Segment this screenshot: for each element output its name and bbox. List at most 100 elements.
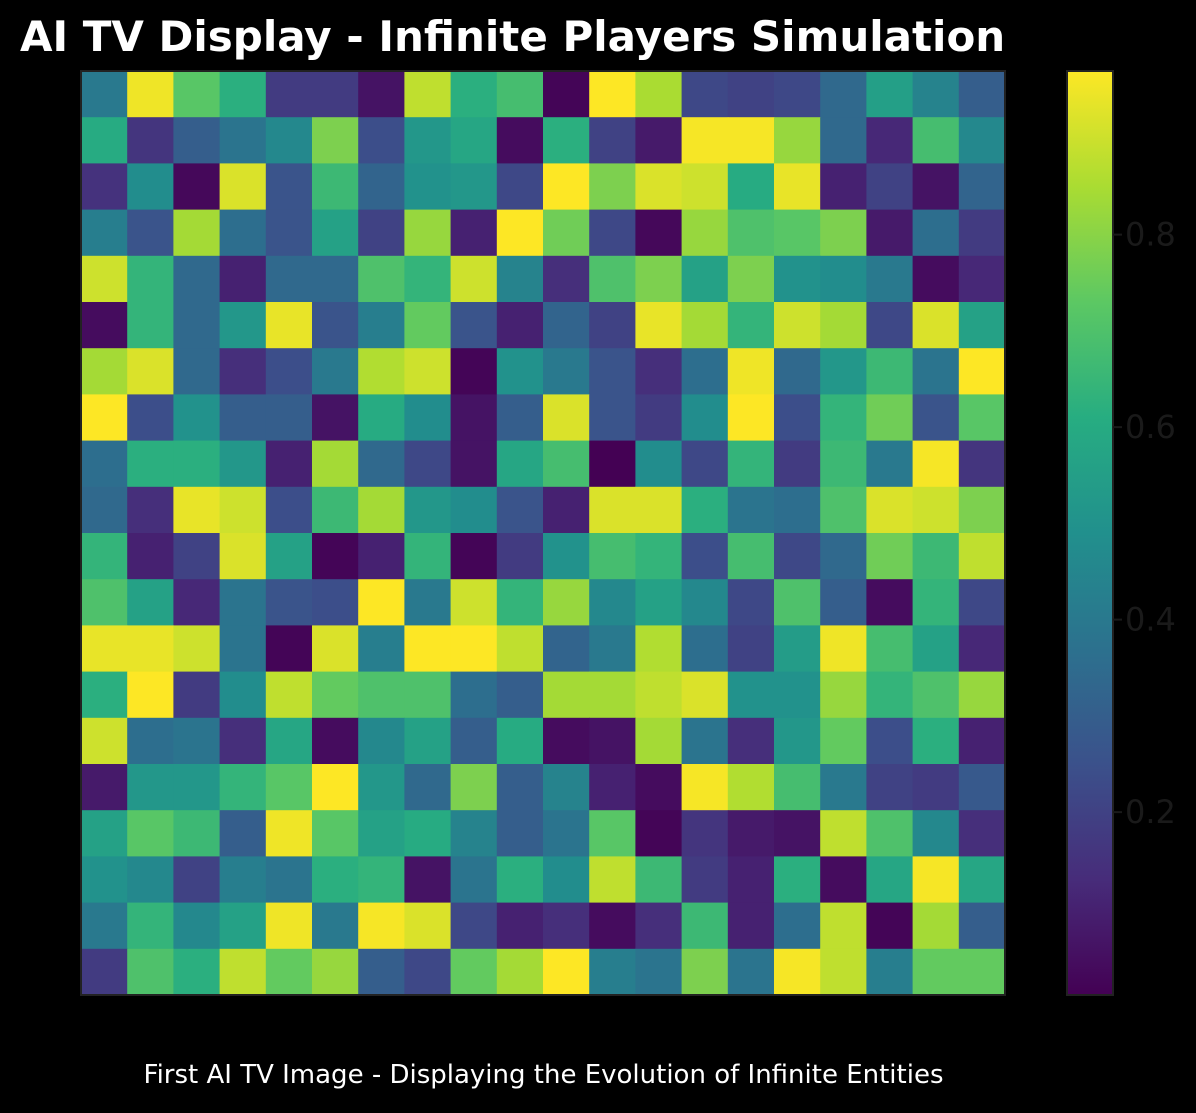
heatmap-cell-r19-c13 (681, 948, 729, 996)
heatmap-cell-r11-c11 (589, 579, 636, 626)
heatmap-cell-r11-c16 (820, 579, 867, 626)
heatmap-cell-r16-c0 (81, 810, 128, 857)
heatmap-cell-r19-c4 (265, 948, 313, 996)
heatmap-cell-r3-c1 (127, 209, 174, 257)
heatmap-cell-r15-c0 (81, 764, 128, 811)
heatmap-cell-r13-c11 (589, 671, 636, 719)
heatmap-cell-r11-c17 (866, 579, 914, 626)
heatmap-cell-r19-c18 (912, 948, 960, 996)
heatmap-cell-r3-c12 (635, 209, 683, 257)
heatmap-cell-r6-c7 (404, 348, 452, 395)
heatmap-cell-r5-c0 (81, 302, 128, 349)
heatmap-cell-r19-c1 (127, 948, 174, 996)
heatmap-cell-r15-c9 (496, 764, 544, 811)
heatmap-cell-r19-c11 (589, 948, 636, 996)
heatmap-cell-r0-c10 (543, 71, 590, 118)
heatmap-cell-r7-c11 (589, 394, 636, 442)
heatmap-cell-r3-c7 (404, 209, 452, 257)
heatmap-cell-r0-c5 (312, 71, 359, 118)
heatmap-cell-r1-c14 (727, 117, 775, 164)
heatmap-cell-r8-c0 (81, 440, 128, 488)
heatmap-cell-r5-c11 (589, 302, 636, 349)
heatmap-cell-r18-c13 (681, 902, 729, 950)
heatmap-cell-r4-c2 (173, 255, 221, 303)
heatmap-cell-r11-c2 (173, 579, 221, 626)
heatmap-cell-r5-c14 (727, 302, 775, 349)
heatmap-cell-r8-c1 (127, 440, 174, 488)
heatmap-cell-r14-c3 (219, 717, 267, 765)
heatmap-cell-r6-c9 (496, 348, 544, 395)
heatmap-cell-r0-c18 (912, 71, 960, 118)
heatmap-cell-r14-c11 (589, 717, 636, 765)
heatmap-cell-r0-c4 (265, 71, 313, 118)
heatmap-cell-r0-c3 (219, 71, 267, 118)
heatmap-cell-r11-c15 (774, 579, 821, 626)
heatmap-cell-r2-c13 (681, 163, 729, 211)
heatmap-cell-r18-c0 (81, 902, 128, 950)
heatmap-cell-r16-c7 (404, 810, 452, 857)
heatmap-cell-r16-c5 (312, 810, 359, 857)
heatmap-cell-r15-c5 (312, 764, 359, 811)
heatmap-cell-r3-c6 (358, 209, 405, 257)
heatmap-cell-r3-c10 (543, 209, 590, 257)
heatmap-cell-r3-c8 (450, 209, 498, 257)
heatmap-cell-r19-c9 (496, 948, 544, 996)
heatmap-cell-r14-c15 (774, 717, 821, 765)
heatmap-cell-r8-c3 (219, 440, 267, 488)
heatmap-cell-r14-c2 (173, 717, 221, 765)
heatmap-cell-r1-c4 (265, 117, 313, 164)
heatmap-cell-r2-c11 (589, 163, 636, 211)
heatmap-cell-r8-c6 (358, 440, 405, 488)
heatmap-cell-r14-c12 (635, 717, 683, 765)
heatmap-cell-r4-c5 (312, 255, 359, 303)
heatmap-cell-r7-c6 (358, 394, 405, 442)
heatmap-cell-r6-c1 (127, 348, 174, 395)
heatmap-cell-r15-c6 (358, 764, 405, 811)
heatmap-cell-r5-c1 (127, 302, 174, 349)
heatmap-cell-r6-c4 (265, 348, 313, 395)
heatmap-cell-r18-c12 (635, 902, 683, 950)
heatmap-cell-r17-c0 (81, 856, 128, 904)
heatmap-cell-r17-c7 (404, 856, 452, 904)
heatmap-cell-r17-c18 (912, 856, 960, 904)
heatmap-cell-r0-c1 (127, 71, 174, 118)
heatmap-cell-r19-c12 (635, 948, 683, 996)
heatmap-cell-r4-c18 (912, 255, 960, 303)
heatmap-cell-r17-c8 (450, 856, 498, 904)
heatmap-cell-r6-c18 (912, 348, 960, 395)
heatmap-cell-r15-c1 (127, 764, 174, 811)
heatmap-cell-r16-c2 (173, 810, 221, 857)
heatmap-cell-r3-c0 (81, 209, 128, 257)
heatmap-cell-r10-c0 (81, 533, 128, 580)
heatmap-cell-r18-c16 (820, 902, 867, 950)
heatmap-cell-r12-c8 (450, 625, 498, 673)
heatmap-cell-r19-c17 (866, 948, 914, 996)
heatmap-cell-r4-c19 (958, 255, 1006, 303)
heatmap-cell-r6-c13 (681, 348, 729, 395)
heatmap-cell-r10-c2 (173, 533, 221, 580)
heatmap-cell-r8-c7 (404, 440, 452, 488)
heatmap-cell-r9-c12 (635, 486, 683, 534)
heatmap-cell-r13-c8 (450, 671, 498, 719)
heatmap-cell-r18-c2 (173, 902, 221, 950)
heatmap-cell-r13-c15 (774, 671, 821, 719)
heatmap-cell-r18-c14 (727, 902, 775, 950)
heatmap-cell-r17-c16 (820, 856, 867, 904)
heatmap-cell-r12-c9 (496, 625, 544, 673)
heatmap-cell-r2-c5 (312, 163, 359, 211)
heatmap-cell-r1-c2 (173, 117, 221, 164)
heatmap-cell-r9-c10 (543, 486, 590, 534)
heatmap-cell-r11-c13 (681, 579, 729, 626)
heatmap-cell-r9-c14 (727, 486, 775, 534)
heatmap-cell-r1-c11 (589, 117, 636, 164)
colorbar-tick-label: 0.4 (1125, 601, 1176, 639)
heatmap-cell-r16-c10 (543, 810, 590, 857)
heatmap-cell-r8-c17 (866, 440, 914, 488)
heatmap-cell-r12-c5 (312, 625, 359, 673)
heatmap-cell-r1-c1 (127, 117, 174, 164)
heatmap-cell-r1-c0 (81, 117, 128, 164)
heatmap-cell-r13-c19 (958, 671, 1006, 719)
heatmap-cell-r2-c8 (450, 163, 498, 211)
heatmap-cells (81, 71, 1006, 996)
heatmap-cell-r5-c19 (958, 302, 1006, 349)
